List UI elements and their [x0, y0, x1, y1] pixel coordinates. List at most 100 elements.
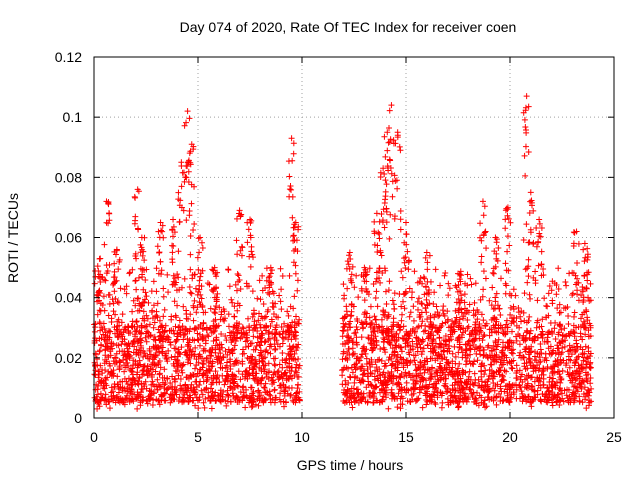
data-point — [282, 399, 289, 406]
data-point — [573, 340, 580, 347]
data-point — [380, 307, 387, 314]
data-point — [257, 296, 264, 303]
data-point — [465, 396, 472, 403]
data-point — [346, 373, 353, 380]
data-point — [279, 334, 286, 341]
data-point — [572, 383, 579, 390]
data-point — [390, 301, 397, 308]
data-point — [371, 313, 378, 320]
data-point — [415, 335, 422, 342]
data-point — [489, 385, 496, 392]
data-point — [523, 343, 530, 350]
data-point — [385, 336, 392, 343]
data-point — [544, 385, 551, 392]
data-point — [135, 226, 142, 233]
data-point — [283, 328, 290, 335]
data-point — [216, 304, 223, 311]
data-point — [344, 285, 351, 292]
data-point — [376, 230, 383, 237]
data-point — [156, 370, 163, 377]
data-point — [102, 391, 109, 398]
data-point — [243, 386, 250, 393]
data-point — [445, 345, 452, 352]
data-point — [282, 369, 289, 376]
data-point — [540, 266, 547, 273]
data-point — [97, 327, 104, 334]
data-point — [286, 355, 293, 362]
data-point — [522, 266, 529, 273]
data-point — [185, 339, 192, 346]
data-point — [225, 323, 232, 330]
data-point — [141, 363, 148, 370]
data-point — [431, 392, 438, 399]
data-point — [452, 369, 459, 376]
data-point — [368, 370, 375, 377]
data-point — [549, 402, 556, 409]
data-point — [129, 341, 136, 348]
data-point — [213, 323, 220, 330]
data-point — [405, 335, 412, 342]
data-point — [184, 389, 191, 396]
data-point — [415, 372, 422, 379]
data-point — [261, 339, 268, 346]
data-point — [411, 357, 418, 364]
y-tick-label: 0.1 — [63, 109, 83, 125]
data-point — [479, 293, 486, 300]
data-point — [229, 386, 236, 393]
data-point — [366, 321, 373, 328]
data-point — [255, 402, 262, 409]
data-point — [378, 316, 385, 323]
data-point — [523, 93, 530, 100]
data-point — [399, 311, 406, 318]
y-tick-label: 0 — [74, 410, 82, 426]
data-points — [91, 93, 595, 412]
data-point — [414, 340, 421, 347]
data-point — [493, 401, 500, 408]
data-point — [172, 345, 179, 352]
data-point — [473, 350, 480, 357]
data-point — [459, 367, 466, 374]
data-point — [539, 316, 546, 323]
data-point — [266, 335, 273, 342]
data-point — [444, 385, 451, 392]
data-point — [233, 287, 240, 294]
data-point — [243, 334, 250, 341]
data-point — [271, 346, 278, 353]
data-point — [223, 337, 230, 344]
data-point — [445, 292, 452, 299]
data-point — [348, 312, 355, 319]
data-point — [507, 311, 514, 318]
data-point — [286, 186, 293, 193]
data-point — [206, 325, 213, 332]
data-point — [174, 271, 181, 278]
data-point — [156, 249, 163, 256]
data-point — [179, 369, 186, 376]
x-tick-label: 15 — [398, 429, 414, 445]
data-point — [348, 271, 355, 278]
data-point — [196, 277, 203, 284]
data-point — [289, 214, 296, 221]
data-point — [339, 372, 346, 379]
data-point — [191, 220, 198, 227]
data-point — [431, 399, 438, 406]
data-point — [155, 381, 162, 388]
data-point — [195, 288, 202, 295]
data-point — [551, 325, 558, 332]
data-point — [394, 381, 401, 388]
data-point — [142, 352, 149, 359]
data-point — [129, 308, 136, 315]
data-point — [230, 379, 237, 386]
data-point — [154, 243, 161, 250]
data-point — [91, 280, 98, 287]
data-point — [541, 295, 548, 302]
data-point — [251, 318, 258, 325]
data-point — [142, 296, 149, 303]
data-point — [134, 389, 141, 396]
data-point — [196, 382, 203, 389]
data-point — [495, 245, 502, 252]
data-point — [277, 265, 284, 272]
data-point — [114, 373, 121, 380]
data-point — [99, 394, 106, 401]
data-point — [276, 361, 283, 368]
data-point — [280, 381, 287, 388]
